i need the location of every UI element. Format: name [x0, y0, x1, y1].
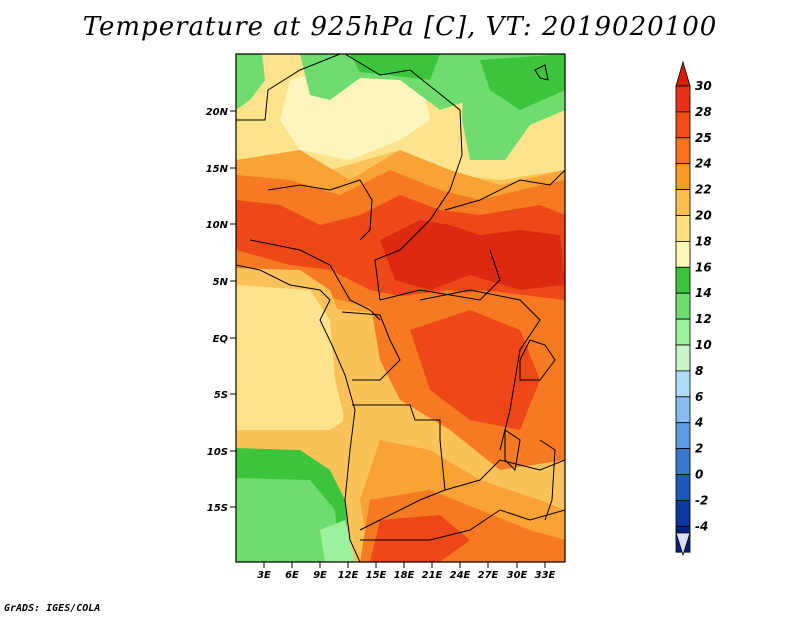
x-tick-label: 6E: [285, 570, 299, 581]
colorbar-label: 14: [695, 286, 712, 300]
colorbar-label: 6: [695, 390, 703, 404]
colorbar-label: -2: [695, 493, 708, 507]
x-tick-label: 9E: [313, 570, 327, 581]
colorbar-cell: [675, 163, 691, 190]
colorbar-label: 8: [695, 364, 703, 378]
colorbar-label: 12: [695, 312, 712, 326]
colorbar-cell: [675, 137, 691, 165]
colorbar-cell: [675, 111, 691, 139]
colorbar-label: 25: [695, 131, 712, 145]
y-tick-label: 15N: [206, 164, 229, 175]
grads-credit: GrADS: IGES/COLA: [4, 603, 101, 614]
colorbar-cell: [675, 396, 691, 424]
field-ocean-20: [236, 285, 345, 430]
y-tick-label: 5N: [213, 277, 229, 288]
colorbar-cell: [675, 318, 691, 346]
y-tick-label: EQ: [213, 334, 229, 345]
temperature-field: [236, 54, 565, 562]
field-ocean-pale: [320, 520, 355, 562]
colorbar-bottom-arrow: [675, 532, 691, 557]
colorbar-cell: [675, 266, 691, 294]
colorbar-cell: [675, 499, 691, 527]
colorbar-label: 10: [695, 338, 712, 352]
x-tick-label: 27E: [478, 570, 499, 581]
x-tick-label: 15E: [366, 570, 387, 581]
x-tick-label: 12E: [338, 570, 359, 581]
y-tick-label: 15S: [207, 503, 228, 514]
field-green-nw: [236, 54, 265, 110]
field-south-28: [370, 515, 470, 562]
y-tick-label: 10N: [206, 220, 229, 231]
colorbar-label: 30: [695, 79, 712, 93]
y-tick-label: 5S: [214, 390, 228, 401]
colorbar-label: 16: [695, 260, 712, 274]
colorbar-cell: [675, 240, 691, 268]
y-tick-label: 10S: [207, 447, 228, 458]
colorbar-top-arrow: [675, 60, 691, 87]
colorbar-cell: [675, 344, 691, 372]
x-tick-label: 3E: [257, 570, 271, 581]
field-green-ne2: [480, 54, 565, 110]
y-tick-label: 20N: [206, 107, 229, 118]
field-sahel-30: [380, 220, 565, 290]
country-borders: [236, 54, 565, 562]
colorbar-label: 22: [695, 183, 712, 197]
colorbar-label: 4: [694, 416, 703, 430]
colorbar-label: 18: [695, 234, 712, 248]
colorbar-cell: [675, 448, 691, 475]
colorbar-cell: [675, 189, 691, 216]
colorbar-label: -4: [695, 519, 708, 533]
colorbar-cell: [675, 292, 691, 320]
colorbar-cell: [675, 85, 691, 113]
x-tick-label: 24E: [450, 570, 471, 581]
x-tick-label: 21E: [422, 570, 443, 581]
axis-ticks: [230, 110, 546, 568]
colorbar-cell: [675, 215, 691, 242]
colorbar-label: 28: [695, 105, 712, 119]
x-tick-label: 33E: [535, 570, 556, 581]
colorbar-label: 2: [695, 442, 703, 456]
field-congo-28: [410, 310, 540, 430]
x-tick-label: 18E: [394, 570, 415, 581]
map-title: Temperature at 925hPa [C], VT: 201902010…: [82, 12, 718, 42]
colorbar-cell: [675, 422, 691, 450]
field-ocean-lightgreen: [236, 478, 340, 562]
map-frame: [235, 53, 566, 563]
colorbar-cell: [675, 370, 691, 398]
colorbar-label: 24: [695, 157, 712, 171]
colorbar-label: 20: [695, 209, 712, 223]
colorbar-label: 0: [695, 468, 703, 482]
colorbar-cell: [675, 474, 691, 501]
x-tick-label: 30E: [507, 570, 528, 581]
field-green-n2: [350, 54, 440, 80]
